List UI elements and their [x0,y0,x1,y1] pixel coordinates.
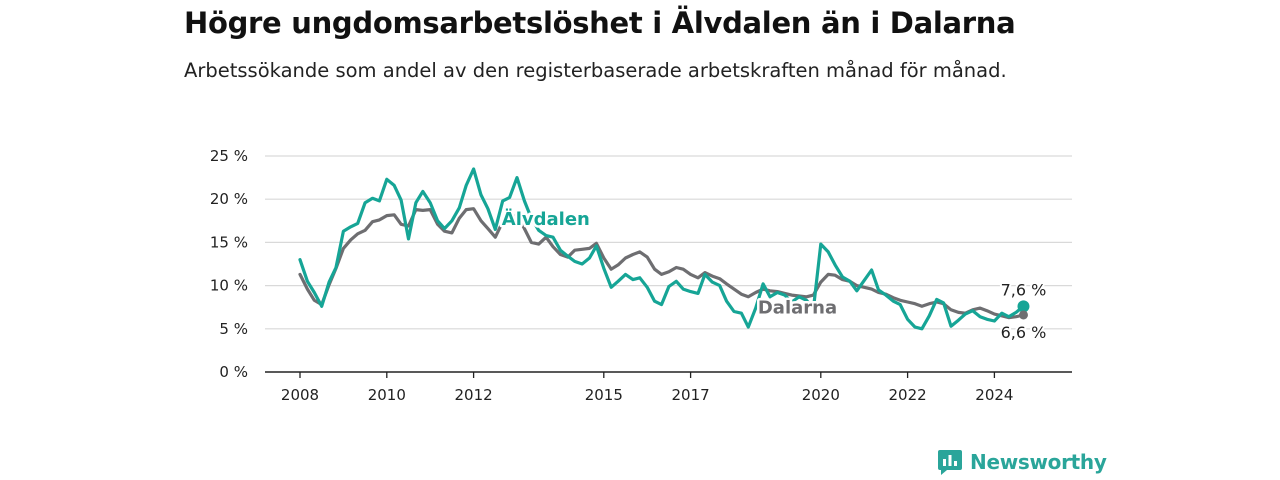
dalarna-series-label: Dalarna [758,297,837,318]
y-tick-label: 0 % [219,363,248,381]
x-tick-label: 2022 [889,386,927,404]
brand-name: Newsworthy [970,450,1107,474]
alvdalen-end-point [1017,300,1030,313]
alvdalen-end-label: 7,6 % [1001,280,1047,299]
x-tick-label: 2012 [455,386,493,404]
dalarna-end-point [1018,310,1028,320]
x-tick-label: 2017 [672,386,710,404]
newsworthy-brand[interactable]: Newsworthy [937,448,1107,476]
alvdalen-line [298,167,1026,331]
bar-chart-logo-icon [938,450,962,475]
y-tick-label: 25 % [210,147,248,165]
x-tick-label: 2008 [281,386,319,404]
x-tick-label: 2020 [802,386,840,404]
series-lines [298,167,1030,331]
series-labels: 7,6 % 6,6 % Älvdalen Dalarna [499,206,1048,344]
chart-title: Högre ungdomsarbetslöshet i Älvdalen än … [184,6,1016,40]
y-tick-label: 10 % [210,277,248,295]
x-tick-label: 2024 [975,386,1013,404]
chart-subtitle: Arbetssökande som andel av den registerb… [184,59,1007,82]
dalarna-line [298,207,1026,320]
x-tick-label: 2015 [585,386,623,404]
axes: 0 % 5 % 10 % 15 % 20 % 25 % 2008 2010 2012 2015 20… [210,147,1072,404]
y-tick-label: 20 % [210,190,248,208]
y-tick-label: 15 % [210,233,248,251]
dalarna-end-label: 6,6 % [1001,323,1047,342]
alvdalen-series-label: Älvdalen [502,208,590,230]
y-tick-label: 5 % [219,320,248,338]
x-tick-label: 2010 [368,386,406,404]
